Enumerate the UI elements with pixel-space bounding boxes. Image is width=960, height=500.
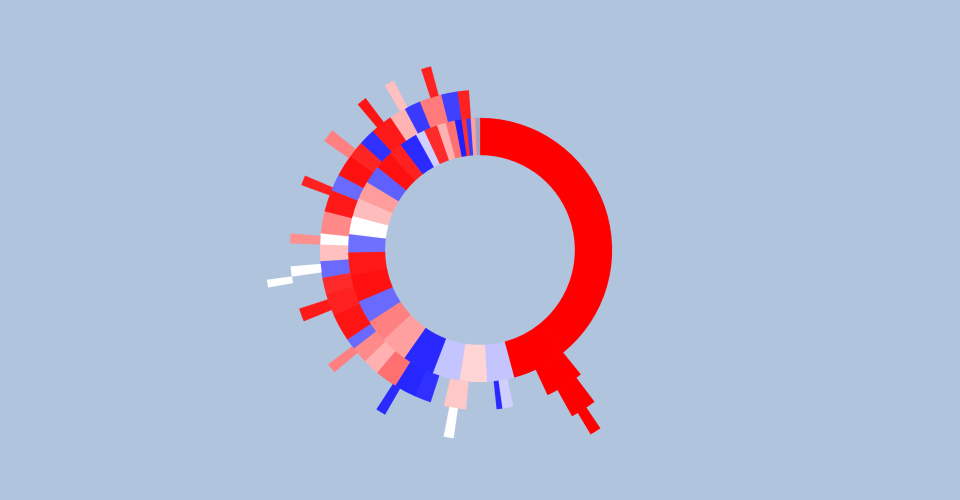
sunburst-segment — [577, 407, 601, 435]
sunburst-segment — [301, 175, 333, 196]
sunburst-segment — [443, 406, 458, 439]
sunburst-segment — [290, 263, 322, 277]
sunburst-segment — [421, 66, 439, 99]
sunburst-segment — [299, 299, 332, 322]
sunburst-segment — [475, 117, 481, 156]
sunburst-segment — [479, 117, 613, 353]
sunburst-segment — [457, 90, 471, 120]
sunburst-segment — [384, 80, 408, 112]
sunburst-segment — [289, 233, 321, 245]
sunburst-segment — [493, 380, 503, 410]
sunburst-segment — [357, 98, 384, 128]
sunburst-segment — [319, 244, 349, 262]
sunburst-segment — [376, 383, 401, 415]
sunburst-segment — [443, 378, 469, 410]
sunburst-segment — [266, 276, 294, 288]
sunburst-segment — [328, 346, 358, 373]
sunburst-segment — [557, 377, 595, 417]
sunburst-segment — [324, 130, 356, 159]
